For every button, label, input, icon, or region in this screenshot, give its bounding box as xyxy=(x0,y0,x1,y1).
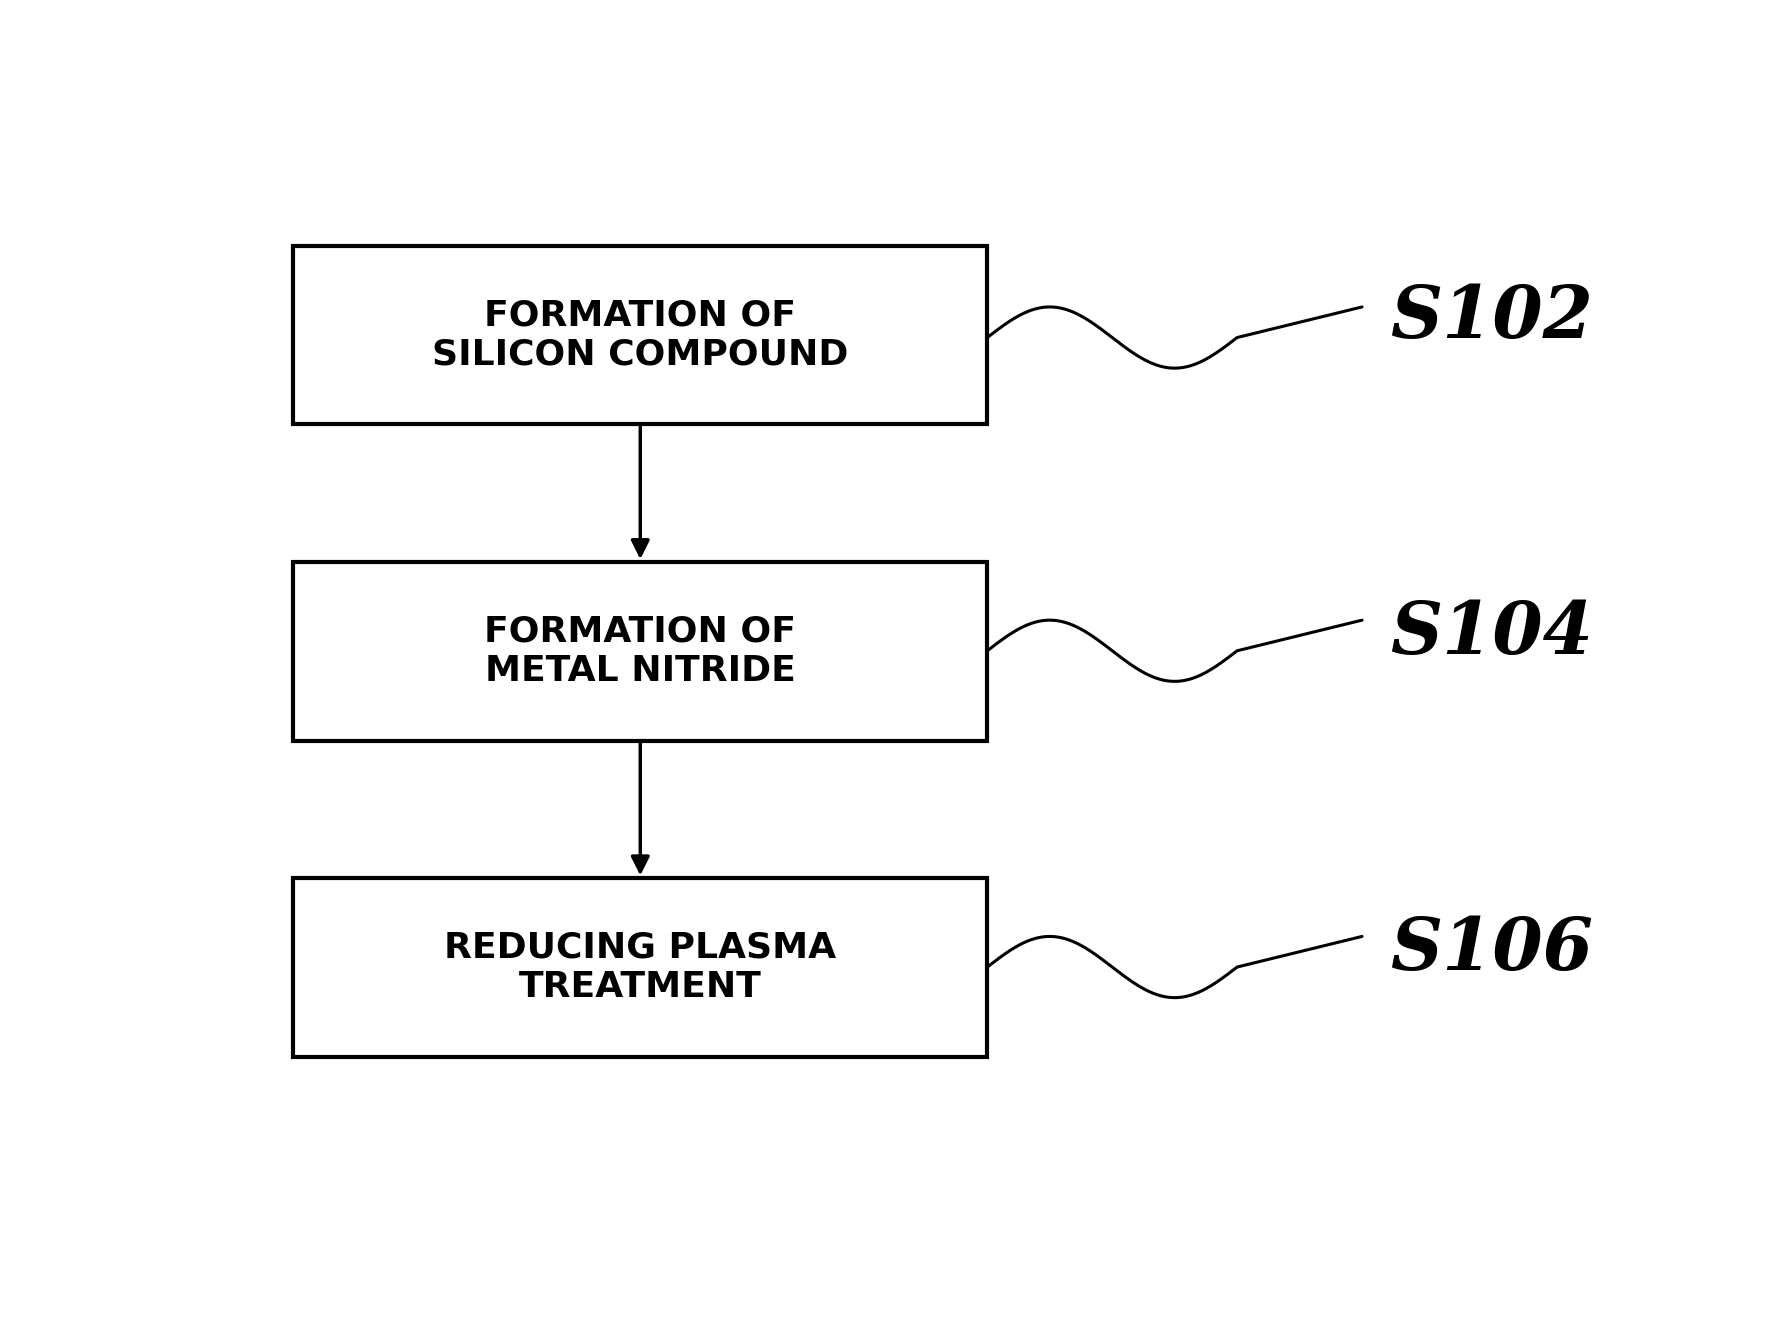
Text: FORMATION OF
SILICON COMPOUND: FORMATION OF SILICON COMPOUND xyxy=(432,298,849,372)
Text: S104: S104 xyxy=(1390,598,1592,669)
Text: S102: S102 xyxy=(1390,282,1592,352)
FancyBboxPatch shape xyxy=(294,245,987,424)
Text: REDUCING PLASMA
TREATMENT: REDUCING PLASMA TREATMENT xyxy=(444,931,836,1004)
FancyBboxPatch shape xyxy=(294,878,987,1057)
FancyBboxPatch shape xyxy=(294,562,987,741)
Text: FORMATION OF
METAL NITRIDE: FORMATION OF METAL NITRIDE xyxy=(484,615,797,688)
Text: S106: S106 xyxy=(1390,914,1592,986)
